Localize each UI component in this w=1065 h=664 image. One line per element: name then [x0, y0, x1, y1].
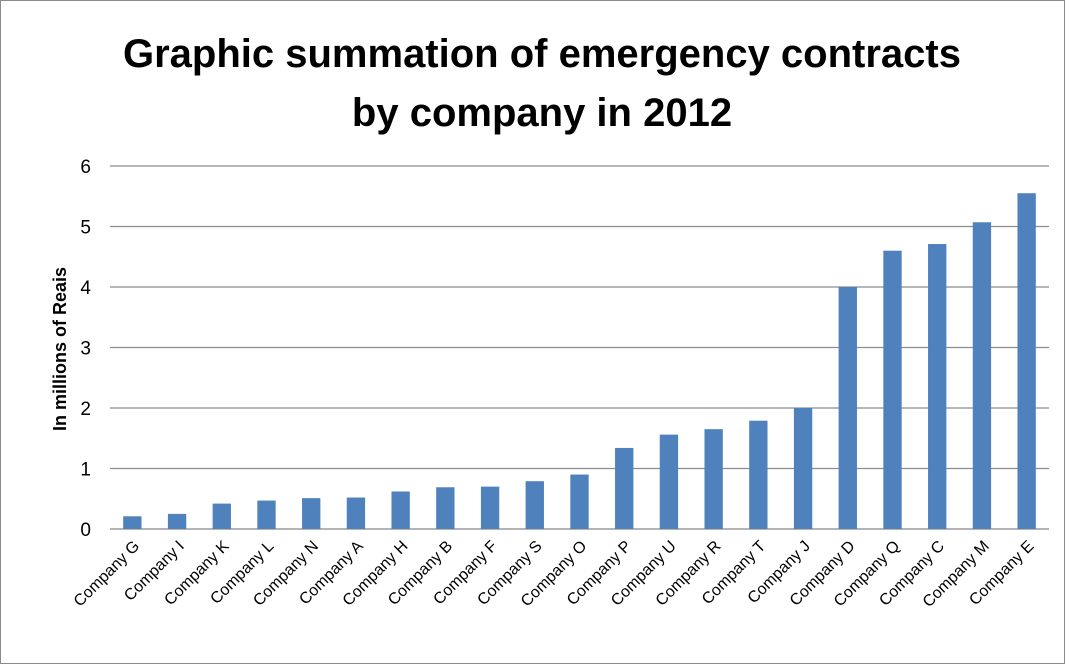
- y-axis-ticks: 0 1 2 3 4 5 6: [80, 157, 91, 541]
- bar-company-i: [167, 513, 187, 529]
- bar-company-o: [570, 474, 589, 529]
- y-tick-label: 4: [80, 278, 91, 299]
- bar-company-q: [883, 250, 902, 529]
- bar-company-c: [928, 244, 947, 530]
- y-axis-label: In millions of Reais: [50, 267, 70, 431]
- bar-company-h: [391, 491, 410, 529]
- bar-company-j: [793, 408, 813, 529]
- chart-title: Graphic summation of emergency contracts…: [123, 32, 961, 135]
- chart-title-line-2: by company in 2012: [352, 91, 732, 135]
- y-tick-label: 0: [80, 520, 91, 541]
- bar-company-s: [525, 481, 544, 529]
- bar-company-l: [257, 500, 276, 529]
- bar-company-m: [972, 222, 992, 529]
- y-tick-label: 5: [80, 218, 91, 239]
- bar-company-a: [346, 497, 366, 529]
- bar-company-t: [749, 420, 768, 529]
- gridlines: [110, 165, 1049, 530]
- y-tick-label: 1: [80, 460, 91, 481]
- y-tick-label: 2: [80, 399, 91, 420]
- bar-company-b: [436, 487, 455, 529]
- bar-company-k: [212, 503, 231, 529]
- bar-company-e: [1017, 193, 1036, 529]
- y-tick-label: 6: [80, 157, 91, 178]
- bar-company-n: [302, 498, 321, 529]
- bar-company-p: [615, 447, 634, 529]
- bars: [123, 193, 1036, 530]
- chart-title-line-1: Graphic summation of emergency contracts: [123, 32, 961, 76]
- bar-company-g: [123, 516, 142, 529]
- bar-company-u: [659, 434, 679, 529]
- bar-company-f: [480, 486, 500, 529]
- bar-company-d: [838, 287, 857, 529]
- bar-company-r: [704, 429, 723, 529]
- y-tick-label: 3: [80, 339, 91, 360]
